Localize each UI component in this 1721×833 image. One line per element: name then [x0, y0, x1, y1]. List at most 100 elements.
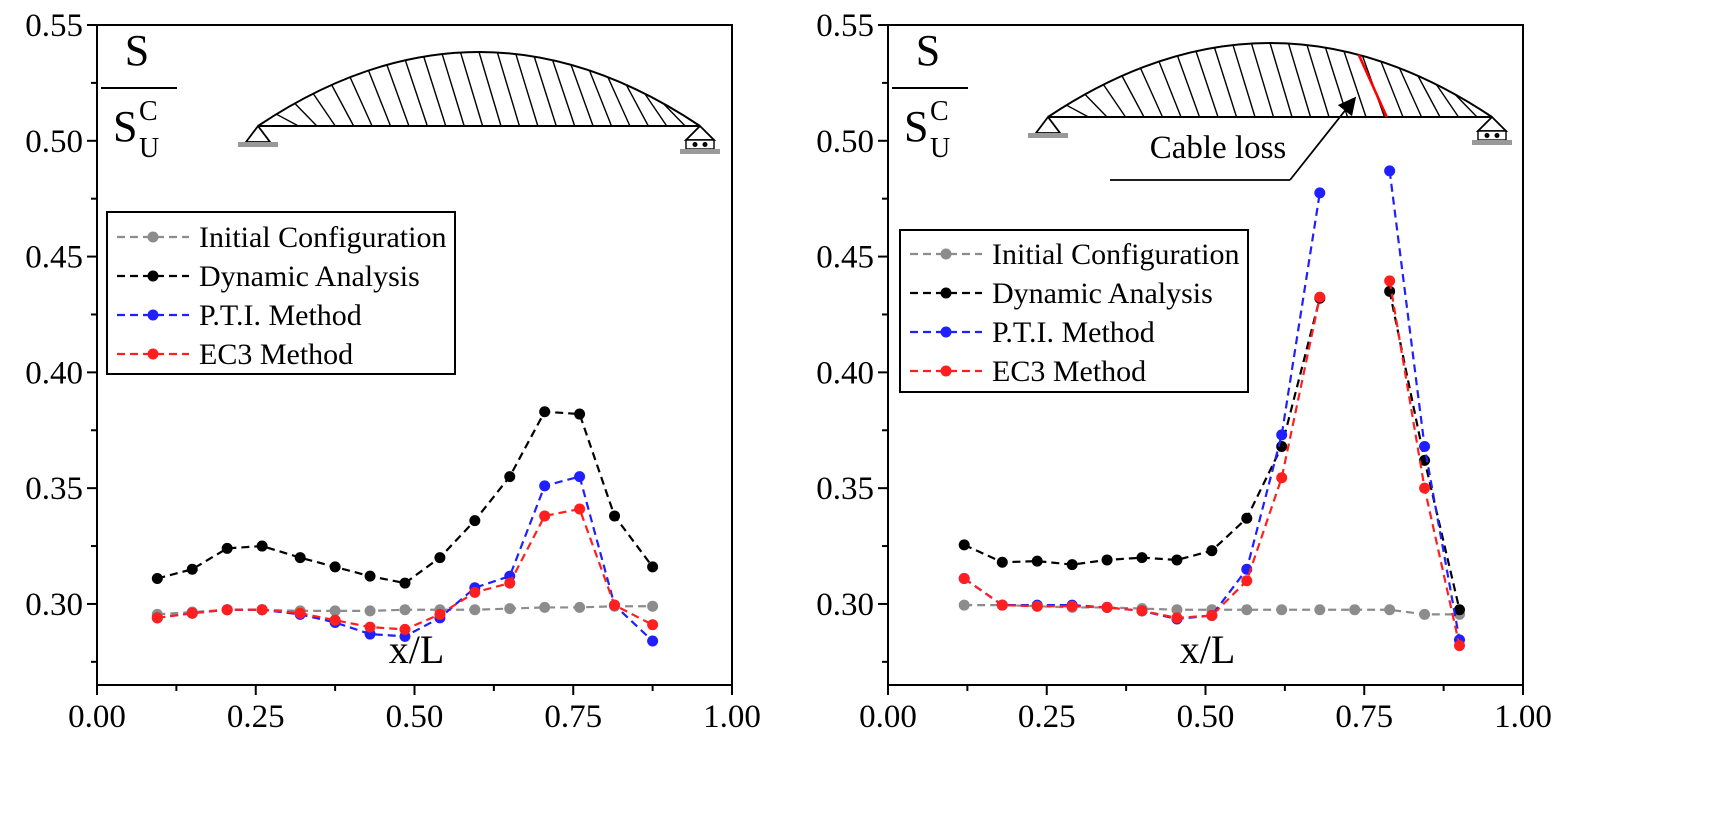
- annotation-arrow: [1289, 96, 1357, 181]
- data-point: [539, 480, 551, 492]
- x-tick-label: 0.25: [1018, 699, 1076, 735]
- bridge-hanger: [276, 113, 299, 127]
- data-point: [1314, 187, 1326, 199]
- legend-label: EC3 Method: [199, 338, 353, 371]
- y-tick-label: 0.55: [816, 8, 874, 44]
- x-tick-label: 1.00: [1494, 699, 1552, 735]
- cable-loss-label: Cable loss: [1150, 130, 1287, 166]
- y-symbol-denominator: S: [904, 102, 928, 151]
- data-point: [1206, 610, 1218, 622]
- data-point: [399, 604, 411, 616]
- data-point: [434, 608, 446, 620]
- bridge-hanger: [1343, 51, 1367, 118]
- data-point: [1454, 640, 1465, 652]
- legend-marker: [940, 248, 952, 260]
- data-point: [647, 600, 659, 612]
- x-tick-label: 0.50: [1177, 699, 1235, 735]
- data-point: [647, 635, 659, 647]
- bridge-hanger: [515, 53, 539, 127]
- legend-label: Dynamic Analysis: [199, 260, 420, 293]
- data-point: [1031, 600, 1043, 612]
- y-tick-label: 0.45: [816, 240, 874, 276]
- data-point: [151, 612, 163, 624]
- ground-hatch: [1028, 133, 1068, 138]
- bridge-hanger: [644, 93, 668, 127]
- series-line: [157, 475, 654, 642]
- pin-support: [244, 124, 272, 143]
- data-point: [539, 601, 551, 613]
- legend-marker: [147, 309, 159, 321]
- data-point: [329, 561, 341, 573]
- data-point: [469, 604, 481, 616]
- y-symbol-numerator: S: [916, 26, 940, 75]
- roller-box: [685, 139, 715, 150]
- data-point: [504, 471, 516, 483]
- y-tick-label: 0.50: [816, 124, 874, 160]
- bridge-hanger: [1287, 43, 1312, 118]
- data-point: [1066, 559, 1078, 571]
- data-point: [1136, 552, 1148, 564]
- data-point: [1241, 575, 1253, 587]
- data-point: [574, 408, 586, 420]
- legend-label: EC3 Method: [992, 355, 1146, 388]
- chart-panel-1: 0.00 0.25 0.50 0.75 1.00 0.30 0.35 0.40 0.45 0.50…: [25, 8, 761, 735]
- ground-hatch: [238, 142, 278, 147]
- bridge-hanger: [1306, 44, 1330, 118]
- data-point: [539, 510, 551, 522]
- data-point: [329, 605, 341, 617]
- x-tick-label: 0.50: [386, 699, 444, 735]
- legend-box: [899, 229, 1249, 393]
- data-point: [364, 570, 376, 582]
- bridge-hanger: [423, 56, 447, 127]
- series-4: [958, 275, 1465, 652]
- y-tick-label: 0.30: [816, 587, 874, 623]
- y-symbol-numerator: S: [125, 26, 149, 75]
- bridge-hanger: [1195, 51, 1219, 118]
- data-point: [294, 552, 306, 564]
- y-symbol-subscript: U: [930, 133, 950, 164]
- data-point: [539, 406, 551, 418]
- data-point: [151, 572, 163, 584]
- legend-marker: [147, 231, 159, 243]
- data-point: [1419, 608, 1431, 620]
- bridge-hanger: [349, 76, 373, 127]
- y-tick-label: 0.40: [816, 355, 874, 391]
- y-symbol-superscript: C: [930, 96, 949, 127]
- legend-box: [106, 211, 456, 375]
- data-point: [647, 619, 659, 631]
- legend-label: P.T.I. Method: [199, 299, 362, 332]
- data-point: [186, 607, 198, 619]
- bridge-hanger: [1084, 93, 1108, 118]
- data-point: [609, 510, 621, 522]
- data-point: [364, 621, 376, 633]
- data-point: [1314, 604, 1326, 616]
- data-point: [221, 542, 233, 554]
- x-tick-label: 0.00: [859, 699, 917, 735]
- data-point: [186, 563, 198, 575]
- data-point: [294, 607, 306, 619]
- bridge-hanger: [1121, 75, 1145, 118]
- data-point: [1241, 604, 1253, 616]
- data-point: [256, 540, 268, 552]
- bridge-hanger: [1454, 93, 1478, 118]
- y-symbol-denominator: S: [113, 102, 137, 151]
- bridge-hanger: [386, 64, 410, 127]
- legend-label: Initial Configuration: [992, 238, 1239, 271]
- bridge-hanger: [1250, 43, 1275, 118]
- y-tick-label: 0.35: [25, 471, 83, 507]
- bridge-hanger: [625, 84, 649, 127]
- data-point: [1314, 291, 1326, 303]
- bridge-hanger: [662, 102, 686, 127]
- data-point: [399, 577, 411, 589]
- data-point: [469, 515, 481, 527]
- series-line: [1388, 170, 1461, 641]
- y-tick-label: 0.55: [25, 8, 83, 44]
- y-symbol-subscript: U: [139, 133, 159, 164]
- bridge-hanger: [331, 84, 355, 127]
- bridge-hanger: [404, 60, 428, 127]
- data-point: [1349, 604, 1361, 616]
- data-point: [1171, 612, 1183, 624]
- legend: Initial Configuration Dynamic Analysis P.T…: [899, 229, 1249, 393]
- lost-cable: [1357, 54, 1388, 118]
